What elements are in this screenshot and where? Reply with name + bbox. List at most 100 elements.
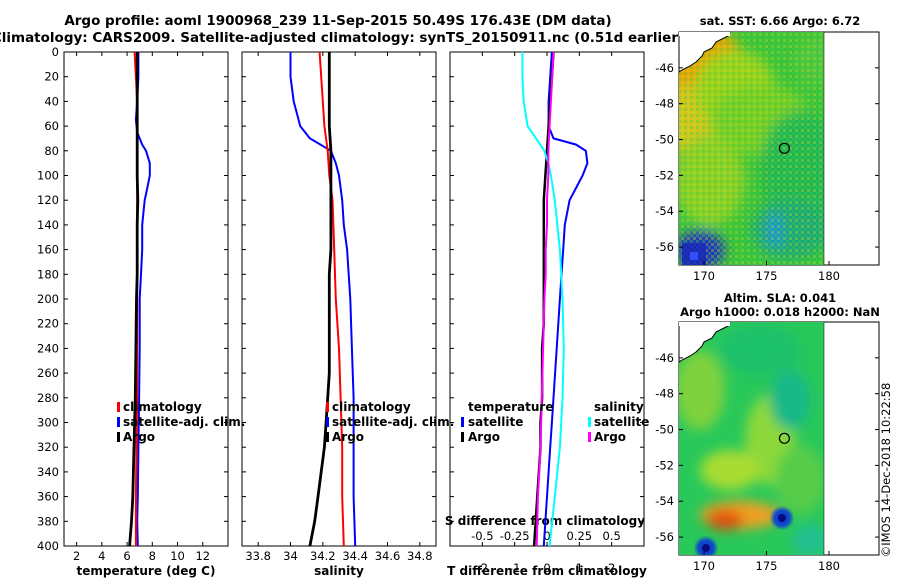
legend-satadj-label: satellite-adj. clim. xyxy=(332,415,454,429)
x-tick-label: 33.8 xyxy=(245,549,271,563)
title-line2: Climatology: CARS2009. Satellite-adjuste… xyxy=(0,30,684,46)
x-tick-label: 12 xyxy=(195,549,210,563)
legend-t-satellite-label: satellite xyxy=(468,415,523,429)
depth-tick-label: 100 xyxy=(37,169,59,183)
depth-tick-label: 220 xyxy=(37,317,59,331)
x-tick-label: -2 xyxy=(477,561,488,575)
x-axis-label: salinity xyxy=(314,564,364,578)
x-axis-label: temperature (deg C) xyxy=(77,564,216,578)
depth-tick-label: 160 xyxy=(37,243,59,257)
x-tick-label: -1 xyxy=(509,561,520,575)
x-tick-label: 34.4 xyxy=(342,549,368,563)
map-lon-tick-label: 180 xyxy=(818,559,840,573)
x-tick-label: 34.6 xyxy=(375,549,401,563)
depth-tick-label: 20 xyxy=(44,70,59,84)
plot-frame xyxy=(241,51,437,547)
map-lat-tick-label: -46 xyxy=(655,61,674,75)
map-lon-tick-label: 170 xyxy=(693,269,715,283)
series-line-salinity-satellite xyxy=(521,52,565,547)
map-lon-tick-label: 170 xyxy=(693,559,715,573)
sla-map-title-line2: Argo h1000: 0.018 h2000: NaN xyxy=(680,305,880,319)
depth-tick-label: 300 xyxy=(37,416,59,430)
depth-tick-label: 180 xyxy=(37,267,59,281)
depth-tick-label: 80 xyxy=(44,144,59,158)
map-lon-tick-label: 175 xyxy=(756,559,778,573)
depth-tick-label: 60 xyxy=(44,119,59,133)
x-tick-label: 4 xyxy=(98,549,105,563)
sst-map: sat. SST: 6.66 Argo: 6.72 xyxy=(655,14,880,283)
depth-tick-label: 380 xyxy=(37,514,59,528)
depth-tick-label: 0 xyxy=(52,45,59,59)
legend-t-argo-swatch xyxy=(461,432,464,442)
map-lat-tick-label: -48 xyxy=(655,97,674,111)
x-tick-label: 10 xyxy=(170,549,185,563)
legend-argo-swatch xyxy=(326,432,329,442)
x-tick-label: 8 xyxy=(149,549,156,563)
depth-tick-label: 320 xyxy=(37,440,59,454)
legend-climatology-label: climatology xyxy=(123,400,202,414)
sla-field xyxy=(679,322,824,555)
sla-argo-marker xyxy=(778,432,791,444)
depth-tick-label: 280 xyxy=(37,391,59,405)
depth-tick-label: 120 xyxy=(37,193,59,207)
x-tick-label: 2 xyxy=(73,549,80,563)
legend-t-argo-label: Argo xyxy=(468,430,500,444)
secondary-x-tick-label: 0 xyxy=(543,529,550,543)
series-line-temperature-satellite xyxy=(542,51,589,547)
salinity-legend: climatology satellite-adj. clim. Argo xyxy=(326,400,454,444)
legend-s-argo-swatch xyxy=(588,432,591,442)
map-lon-tick-label: 180 xyxy=(818,269,840,283)
plot-frame xyxy=(63,51,229,547)
secondary-x-tick-label: 0.5 xyxy=(603,529,621,543)
profile-panels: 0204060801001201401601802002202402602803… xyxy=(37,45,647,578)
legend-temperature-header: temperature xyxy=(468,400,553,414)
legend-satadj-label: satellite-adj. clim. xyxy=(123,415,245,429)
legend-s-satellite-swatch xyxy=(588,417,591,427)
legend-t-satellite-swatch xyxy=(461,417,464,427)
map-lat-tick-label: -46 xyxy=(655,351,674,365)
legend-climatology-swatch xyxy=(326,402,329,412)
legend-satadj-swatch xyxy=(326,417,329,427)
series-line-salinity-argo xyxy=(535,51,555,547)
sla-map-title-line1: Altim. SLA: 0.041 xyxy=(724,291,836,305)
depth-tick-label: 200 xyxy=(37,292,59,306)
sst-field xyxy=(679,32,824,265)
secondary-x-tick-label: -0.5 xyxy=(471,529,493,543)
legend-s-argo-label: Argo xyxy=(594,430,626,444)
profile-panel-sal: 33.8 34 34.2 34.4 34.6 34.8 salinity xyxy=(241,51,437,578)
credit-text: ©IMOS 14-Dec-2018 10:22:58 xyxy=(879,383,893,558)
x-tick-label: 0 xyxy=(543,561,550,575)
secondary-x-tick-label: -0.25 xyxy=(500,529,530,543)
x-tick-label: 34 xyxy=(283,549,298,563)
legend-argo-label: Argo xyxy=(123,430,155,444)
sla-map: Altim. SLA: 0.041 Argo h1000: 0.018 h200… xyxy=(655,291,880,573)
legend-argo-label: Argo xyxy=(332,430,364,444)
depth-tick-label: 340 xyxy=(37,465,59,479)
map-lat-tick-label: -54 xyxy=(655,494,674,508)
secondary-x-tick-label: 0.25 xyxy=(567,529,593,543)
legend-salinity-header: salinity xyxy=(594,400,644,414)
map-lat-tick-label: -50 xyxy=(655,133,674,147)
profile-panel-temp: 0 20 40 60 80 100 120 140 160 180 200 220 240 260 280 3… xyxy=(37,45,229,578)
x-tick-label: 2 xyxy=(608,561,615,575)
map-lat-tick-label: -48 xyxy=(655,387,674,401)
sst-argo-marker xyxy=(778,142,791,154)
depth-tick-label: 260 xyxy=(37,366,59,380)
legend-satadj-swatch xyxy=(117,417,120,427)
legend-climatology-label: climatology xyxy=(332,400,411,414)
map-lat-tick-label: -56 xyxy=(655,530,674,544)
map-lat-tick-label: -56 xyxy=(655,240,674,254)
sst-map-title: sat. SST: 6.66 Argo: 6.72 xyxy=(700,14,860,28)
depth-tick-label: 240 xyxy=(37,341,59,355)
series-line-climatology xyxy=(318,51,345,547)
map-lat-tick-label: -52 xyxy=(655,458,674,472)
legend-argo-swatch xyxy=(117,432,120,442)
map-lon-tick-label: 175 xyxy=(756,269,778,283)
x-tick-label: 1 xyxy=(576,561,583,575)
map-lat-tick-label: -54 xyxy=(655,204,674,218)
series-line-argo xyxy=(128,52,140,547)
series-line-argo xyxy=(308,52,333,547)
x-tick-label: 6 xyxy=(123,549,130,563)
